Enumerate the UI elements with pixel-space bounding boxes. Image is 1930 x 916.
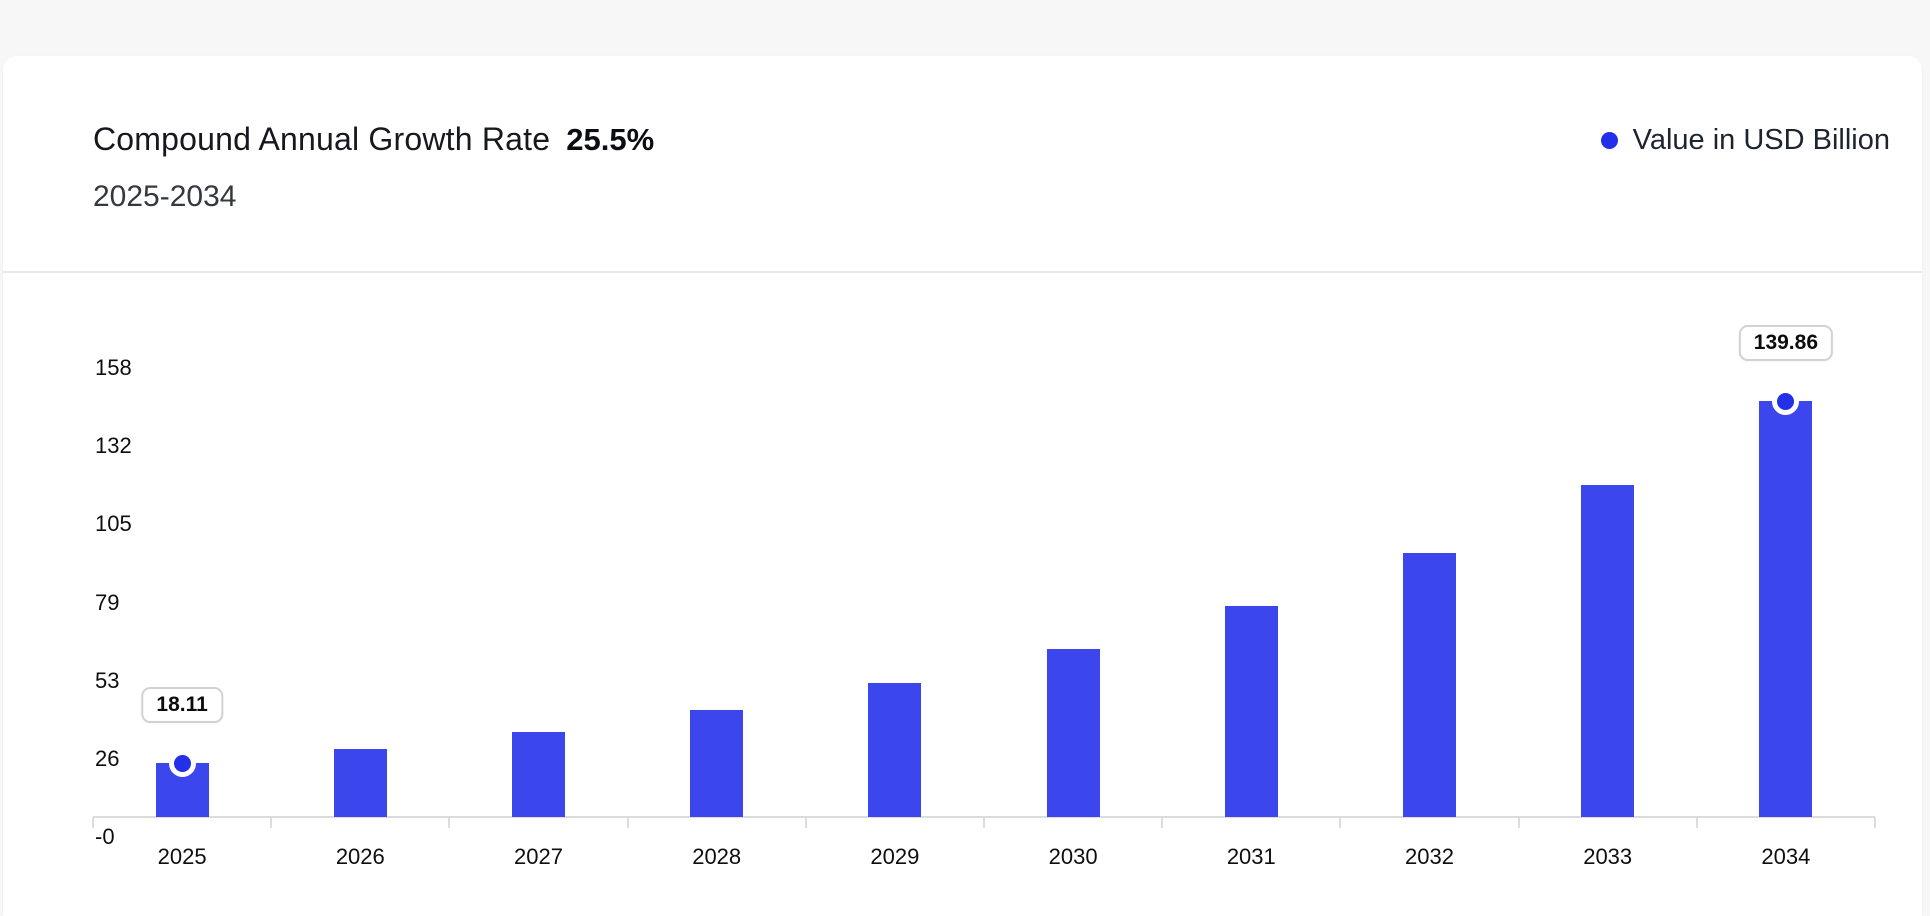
bar-2027[interactable]: [512, 732, 565, 817]
bar-2033[interactable]: [1581, 485, 1634, 817]
x-axis-tick: [1696, 817, 1698, 828]
x-axis-tick: [983, 817, 985, 828]
bar-2031[interactable]: [1225, 606, 1278, 817]
x-axis-label-2031: 2031: [1227, 844, 1276, 870]
data-point-marker-2025: [169, 750, 196, 777]
bar-chart-plot: 158 132 105 79 53 26 -0 2025 2026 2027 2028 2029 203…: [0, 0, 1930, 890]
bar-2030[interactable]: [1047, 649, 1100, 817]
x-axis-tick: [448, 817, 450, 828]
y-axis-label: 105: [95, 511, 132, 537]
x-axis-label-2033: 2033: [1583, 844, 1632, 870]
x-axis-label-2032: 2032: [1405, 844, 1454, 870]
x-axis-label-2030: 2030: [1049, 844, 1098, 870]
x-axis-label-2034: 2034: [1761, 844, 1810, 870]
y-axis-label: 53: [95, 668, 119, 694]
value-tooltip-2034: 139.86: [1739, 325, 1833, 361]
data-point-marker-2034: [1772, 388, 1799, 415]
y-axis-label: 79: [95, 590, 119, 616]
value-tooltip-2025: 18.11: [141, 687, 222, 723]
y-axis-label: 132: [95, 433, 132, 459]
x-axis-tick: [92, 817, 94, 828]
bar-2029[interactable]: [868, 683, 921, 817]
x-axis-tick: [1518, 817, 1520, 828]
x-axis-tick: [1339, 817, 1341, 828]
x-axis-label-2029: 2029: [870, 844, 919, 870]
x-axis-label-2027: 2027: [514, 844, 563, 870]
bar-2032[interactable]: [1403, 553, 1456, 817]
x-axis-tick: [270, 817, 272, 828]
x-axis-label-2025: 2025: [158, 844, 207, 870]
y-axis-label: 158: [95, 355, 132, 381]
x-axis-label-2026: 2026: [336, 844, 385, 870]
x-axis-tick: [1874, 817, 1876, 828]
bar-2026[interactable]: [334, 749, 387, 817]
x-axis-tick: [805, 817, 807, 828]
y-axis-label: -0: [95, 824, 115, 850]
x-axis-tick: [627, 817, 629, 828]
bar-2028[interactable]: [690, 710, 743, 817]
bar-2034[interactable]: [1759, 401, 1812, 817]
x-axis-tick: [1161, 817, 1163, 828]
y-axis-label: 26: [95, 746, 119, 772]
x-axis-label-2028: 2028: [692, 844, 741, 870]
